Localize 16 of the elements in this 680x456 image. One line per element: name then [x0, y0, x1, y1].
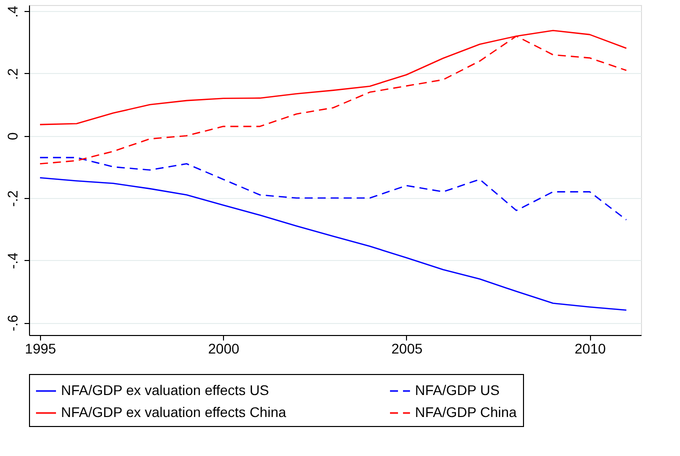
- x-tick-label: 2005: [391, 340, 423, 356]
- line-series: [39, 177, 627, 311]
- legend-label: NFA/GDP China: [415, 404, 517, 420]
- x-tick-label: 2010: [574, 340, 606, 356]
- legend-label: NFA/GDP US: [415, 382, 500, 398]
- y-tick-label: .4: [4, 6, 20, 18]
- legend-label: NFA/GDP ex valuation effects US: [61, 382, 270, 398]
- x-tick-label: 1995: [24, 340, 56, 356]
- y-tick-label: .2: [4, 68, 20, 80]
- y-tick-label: -.6: [4, 314, 20, 332]
- legend-label: NFA/GDP ex valuation effects China: [61, 404, 286, 420]
- y-tick-label: -.2: [4, 190, 20, 207]
- x-tick-label: 2000: [208, 340, 240, 356]
- y-tick-label: -.4: [4, 252, 20, 269]
- y-tick-label: 0: [4, 132, 20, 140]
- line-series: [39, 156, 627, 220]
